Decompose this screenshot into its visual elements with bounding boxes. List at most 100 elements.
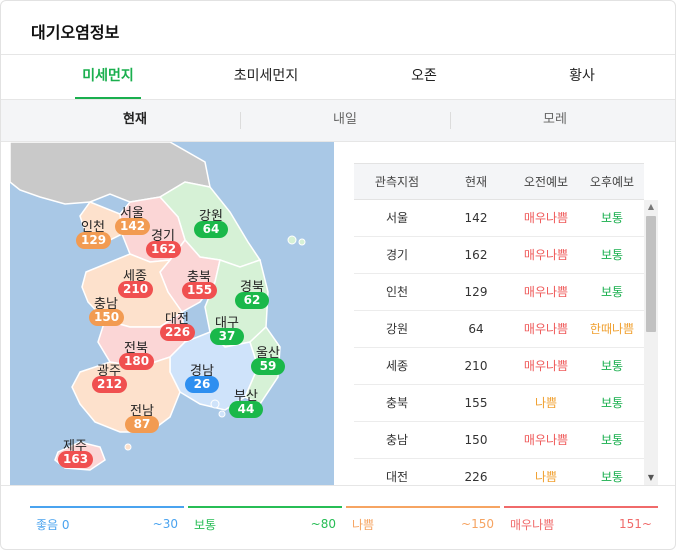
- cell-pm: 보통: [580, 347, 644, 385]
- scroll-up-icon[interactable]: ▲: [647, 202, 655, 211]
- cell-now: 162: [440, 236, 512, 274]
- map-region-badge[interactable]: 180: [119, 353, 155, 370]
- map-region-badge[interactable]: 87: [125, 416, 159, 433]
- map-region-label: 강원: [199, 209, 223, 224]
- map-region-label: 경기: [151, 229, 175, 244]
- map-region-label: 충북: [187, 270, 211, 285]
- map-region-badge[interactable]: 162: [146, 241, 182, 258]
- map-region-label: 전북: [124, 341, 148, 356]
- legend-range: 151~: [619, 517, 652, 531]
- north-area: [10, 142, 211, 205]
- divider: [1, 54, 675, 55]
- table-scrollbar[interactable]: ▲ ▼: [644, 200, 658, 485]
- map-region-badge[interactable]: 150: [89, 309, 125, 326]
- legend-label: 나쁨: [352, 518, 375, 532]
- day-tab-today[interactable]: 현재: [123, 112, 147, 127]
- cell-am: 나쁨: [512, 384, 580, 422]
- map-region-label: 경북: [240, 280, 264, 295]
- map-region-badge[interactable]: 64: [194, 221, 228, 238]
- legend-label: 매우나쁨: [510, 518, 555, 532]
- divider: [240, 112, 241, 129]
- table-row[interactable]: 세종 210 매우나쁨 보통: [354, 347, 644, 385]
- cell-site: 경기: [354, 236, 440, 274]
- table-row[interactable]: 인천 129 매우나쁨 보통: [354, 273, 644, 311]
- map-region-badge[interactable]: 155: [182, 282, 218, 299]
- map-region-badge[interactable]: 142: [115, 218, 151, 235]
- table-row[interactable]: 대전 226 나쁨 보통: [354, 458, 644, 485]
- col-header-am: 오전예보: [512, 163, 580, 200]
- map-region-label: 부산: [234, 389, 258, 404]
- legend-bar: [30, 506, 184, 508]
- day-tabs: 현재 내일 모레: [1, 99, 675, 142]
- cell-now: 226: [440, 458, 512, 485]
- map-region-badge[interactable]: 210: [118, 281, 154, 298]
- day-tab-day-after[interactable]: 모레: [543, 112, 567, 127]
- legend-good: 좋음 0 ~30: [30, 506, 184, 536]
- cell-site: 강원: [354, 310, 440, 348]
- map-region-label: 서울: [120, 206, 144, 221]
- legend-range: ~30: [152, 517, 178, 531]
- table-row[interactable]: 강원 64 매우나쁨 한때나쁨: [354, 310, 644, 348]
- map-region-badge[interactable]: 163: [58, 451, 94, 468]
- tab-pm25[interactable]: 초미세먼지: [233, 68, 299, 84]
- station-table: 관측지점 현재 오전예보 오후예보 서울 142 매우나쁨 보통 경기 162 …: [354, 163, 644, 485]
- table-row[interactable]: 충남 150 매우나쁨 보통: [354, 421, 644, 459]
- widget-title: 대기오염정보: [31, 23, 120, 42]
- map-region-label: 광주: [97, 364, 121, 379]
- map-region-badge[interactable]: 62: [235, 292, 269, 309]
- island-shape: [124, 443, 132, 451]
- map-region-badge[interactable]: 129: [76, 232, 112, 249]
- table-row[interactable]: 경기 162 매우나쁨 보통: [354, 236, 644, 274]
- col-header-now: 현재: [440, 163, 512, 200]
- tab-pm10[interactable]: 미세먼지: [75, 55, 141, 99]
- cell-now: 155: [440, 384, 512, 422]
- cell-site: 인천: [354, 273, 440, 311]
- map-region-label: 충남: [94, 297, 118, 312]
- cell-am: 나쁨: [512, 458, 580, 485]
- island-shape: [218, 410, 226, 418]
- cell-site: 충남: [354, 421, 440, 459]
- map-region-badge[interactable]: 44: [229, 401, 263, 418]
- cell-site: 충북: [354, 384, 440, 422]
- tab-yellow-dust[interactable]: 황사: [569, 68, 595, 84]
- map-region-badge[interactable]: 59: [251, 358, 285, 375]
- table-row[interactable]: 충북 155 나쁨 보통: [354, 384, 644, 422]
- map-region-badge[interactable]: 37: [210, 328, 244, 345]
- legend-bar: [504, 506, 658, 508]
- tab-ozone[interactable]: 오존: [411, 68, 437, 84]
- cell-am: 매우나쁨: [512, 273, 580, 311]
- cell-pm: 보통: [580, 273, 644, 311]
- map-region-label: 대전: [165, 312, 189, 327]
- day-tab-tomorrow[interactable]: 내일: [333, 112, 357, 127]
- legend-range: ~80: [310, 517, 336, 531]
- map-region-label: 대구: [215, 316, 239, 331]
- station-table-wrap: 관측지점 현재 오전예보 오후예보 서울 142 매우나쁨 보통 경기 162 …: [354, 163, 660, 485]
- cell-site: 대전: [354, 458, 440, 485]
- table-row[interactable]: 서울 142 매우나쁨 보통: [354, 199, 644, 237]
- cell-now: 150: [440, 421, 512, 459]
- scroll-down-icon[interactable]: ▼: [647, 473, 655, 482]
- island-shape: [298, 238, 306, 246]
- cell-am: 매우나쁨: [512, 421, 580, 459]
- cell-pm: 보통: [580, 458, 644, 485]
- map-region-badge[interactable]: 226: [160, 324, 196, 341]
- divider: [1, 485, 675, 486]
- cell-site: 세종: [354, 347, 440, 385]
- scrollbar-thumb[interactable]: [646, 216, 656, 332]
- cell-pm: 한때나쁨: [580, 310, 644, 348]
- map-region-label: 제주: [63, 439, 87, 454]
- col-header-pm: 오후예보: [580, 163, 644, 200]
- map-region-badge[interactable]: 26: [185, 376, 219, 393]
- cell-am: 매우나쁨: [512, 310, 580, 348]
- cell-site: 서울: [354, 199, 440, 237]
- map-region-label: 경남: [190, 364, 214, 379]
- island-shape: [287, 235, 297, 245]
- cell-now: 64: [440, 310, 512, 348]
- map-region-badge[interactable]: 212: [92, 376, 128, 393]
- legend-label: 좋음 0: [36, 518, 70, 532]
- pollutant-tabs: 미세먼지 초미세먼지 오존 황사: [1, 55, 675, 99]
- korea-map: 서울 142 인천 129 경기 162 강원 64 세종 210 충북 155 경북 62 충남 150 대전…: [10, 142, 334, 485]
- col-header-site: 관측지점: [354, 163, 440, 200]
- cell-am: 매우나쁨: [512, 347, 580, 385]
